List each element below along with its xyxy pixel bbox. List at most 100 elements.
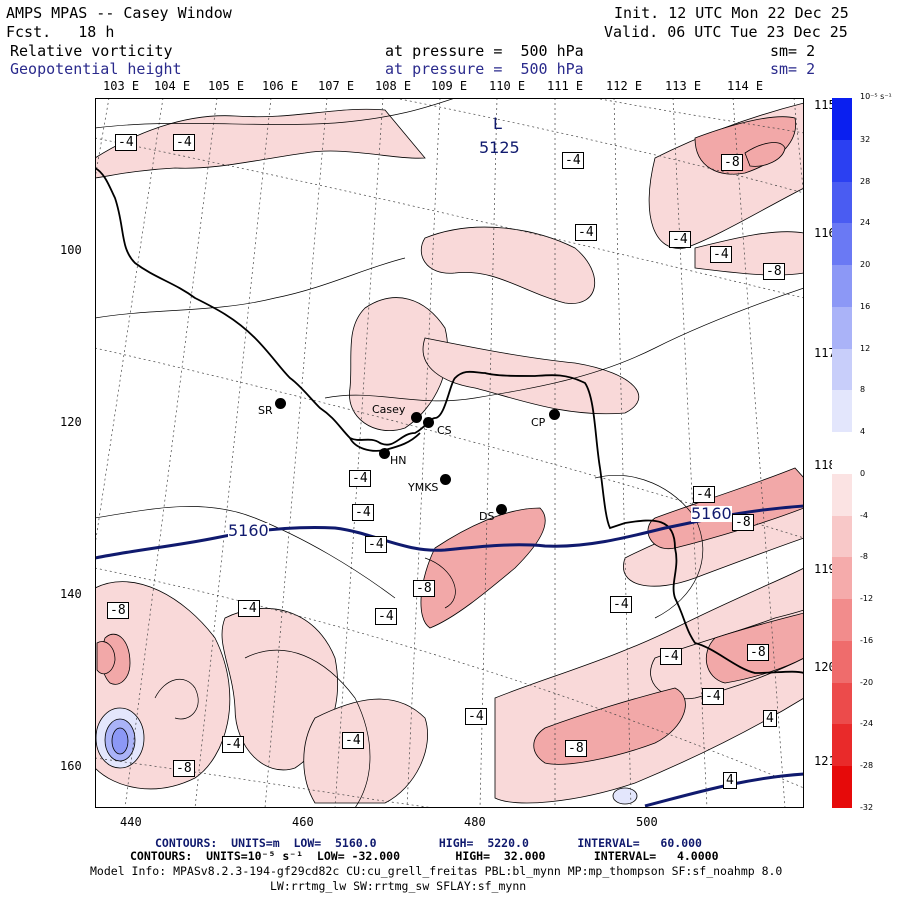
vort-label: -4 [222, 736, 244, 753]
vort-label: -8 [413, 580, 435, 597]
vort-label: -4 [465, 708, 487, 725]
colorbar-tick-label: -16 [860, 635, 874, 645]
vort-label: -4 [115, 134, 137, 151]
colorbar-tick-label: -20 [860, 677, 874, 687]
vort-label: -4 [693, 486, 715, 503]
colorbar-segment [832, 515, 852, 558]
vort-label: -4 [702, 688, 724, 705]
station-marker [275, 398, 286, 409]
colorbar-segment [832, 139, 852, 182]
colorbar-tick-label: 20 [860, 260, 871, 270]
y-tick-label: 100 [60, 243, 82, 257]
x-tick-label: 460 [292, 815, 314, 829]
colorbar-segment [832, 432, 852, 475]
lon-label-top: 108 E [375, 79, 412, 93]
x-tick-label: 480 [464, 815, 486, 829]
lon-label-top: 112 E [606, 79, 643, 93]
y-tick-label: 160 [60, 759, 82, 773]
height-contour-label: 5160 [228, 521, 269, 540]
height-low-value: 5125 [479, 138, 520, 157]
map-title: AMPS MPAS -- Casey Window [6, 4, 232, 22]
colorbar-segment [832, 599, 852, 642]
station-label: HN [390, 454, 407, 467]
colorbar-segment [832, 557, 852, 600]
colorbar-tick-label: 0 [860, 468, 866, 478]
colorbar-segment [832, 682, 852, 725]
lon-label-top: 110 E [489, 79, 526, 93]
field2-level: at pressure = 500 hPa [385, 60, 584, 78]
vort-label: -4 [710, 246, 732, 263]
station-label: YMKS [408, 481, 439, 494]
vort-label: -4 [669, 231, 691, 248]
map-labels: L 5125 5160 5160 -4 -4 -4 -8 -4 -4 -4 -8… [95, 98, 804, 808]
y-tick-label: 140 [60, 587, 82, 601]
vort-label: -8 [732, 514, 754, 531]
x-tick-label: 440 [120, 815, 142, 829]
height-contours [95, 504, 804, 808]
colorbar-unit: 10⁻⁵ s⁻¹ [860, 92, 892, 101]
station-marker [379, 448, 390, 459]
model-info: Model Info: MPASv8.2.3-194-gf29cd82c CU:… [90, 864, 783, 878]
colorbar-segment [832, 766, 852, 809]
field2-smoothing: sm= 2 [770, 60, 816, 78]
model-info-cont: LW:rrtmg_lw SW:rrtmg_sw SFLAY:sf_mynn [270, 879, 527, 893]
colorbar-tick-label: -32 [860, 803, 874, 812]
map-panel [95, 98, 804, 808]
station-label: CS [437, 424, 452, 437]
colorbar-tick-label: 12 [860, 343, 871, 353]
colorbar-segment [832, 306, 852, 350]
colorbar-tick-label: 32 [860, 134, 871, 144]
lon-label-top: 109 E [431, 79, 468, 93]
lon-label-top: 104 E [154, 79, 191, 93]
vort-label: -4 [349, 470, 371, 487]
colorbar-tick-label: -24 [860, 719, 874, 729]
height-contour-info: CONTOURS: UNITS=m LOW= 5160.0 HIGH= 5220… [155, 836, 702, 850]
field1-name: Relative vorticity [10, 42, 173, 60]
station-label: CP [531, 416, 546, 429]
colorbar-segment [832, 473, 852, 517]
field1-smoothing: sm= 2 [770, 42, 816, 60]
vort-label: -4 [352, 504, 374, 521]
vort-label: -4 [660, 648, 682, 665]
colorbar [832, 98, 852, 809]
station-label: DS [479, 510, 495, 523]
station-marker [440, 474, 451, 485]
vort-label: -4 [375, 608, 397, 625]
forecast-hour: Fcst. 18 h [6, 23, 115, 41]
colorbar-segment [832, 724, 852, 767]
colorbar-tick-label: 28 [860, 176, 871, 186]
station-marker [423, 417, 434, 428]
init-time: Init. 12 UTC Mon 22 Dec 25 [614, 4, 849, 22]
vorticity-shading-dark [96, 142, 786, 675]
lon-label-top: 111 E [547, 79, 584, 93]
vort-label: -4 [575, 224, 597, 241]
lon-label-top: 113 E [665, 79, 702, 93]
station-marker [411, 412, 422, 423]
station-label: Casey [372, 403, 406, 416]
lon-label-top: 107 E [318, 79, 355, 93]
colorbar-tick-label: 8 [860, 385, 866, 395]
vorticity-contour-info: CONTOURS: UNITS=10⁻⁵ s⁻¹ LOW= -32.000 HI… [130, 849, 719, 863]
colorbar-tick-label: -8 [860, 552, 868, 562]
colorbar-segment [832, 640, 852, 684]
vort-label: -4 [610, 596, 632, 613]
vort-label: -8 [747, 644, 769, 661]
map-frame [95, 98, 804, 808]
colorbar-tick-label: -28 [860, 761, 874, 771]
station-marker [496, 504, 507, 515]
vort-label: -8 [565, 740, 587, 757]
graticule-parallels [95, 98, 804, 808]
vort-label: 4 [723, 772, 737, 789]
station-marker [549, 409, 560, 420]
colorbar-segment [832, 181, 852, 224]
colorbar-tick-label: 24 [860, 218, 871, 228]
colorbar-segment [832, 223, 852, 266]
lon-label-top: 106 E [262, 79, 299, 93]
colorbar-tick-label: 16 [860, 301, 871, 311]
colorbar-segment [832, 390, 852, 433]
vort-label: -4 [562, 152, 584, 169]
graticule-meridians [95, 98, 804, 808]
colorbar-tick-label: -12 [860, 594, 874, 604]
lon-label-top: 114 E [727, 79, 764, 93]
height-contour-label: 5160 [691, 504, 732, 523]
